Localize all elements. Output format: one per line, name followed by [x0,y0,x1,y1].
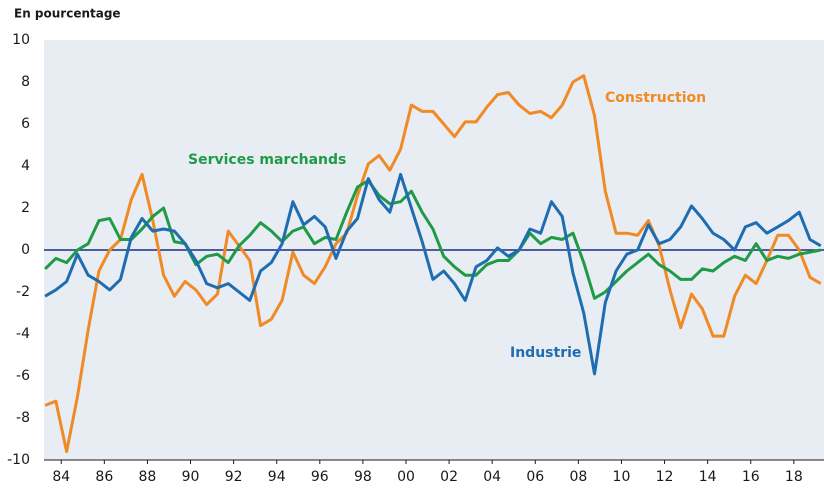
x-tick-label: 14 [699,469,717,485]
series-line [44,172,822,376]
x-tick-label: 86 [95,469,113,485]
x-tick-label: 98 [354,469,372,485]
x-tick-label: 88 [139,469,157,485]
x-tick-label: 10 [613,469,631,485]
x-tick-label: 18 [785,469,803,485]
x-tick-label: 92 [225,469,243,485]
y-tick-label: -6 [16,368,30,384]
y-tick-label: -2 [16,284,30,300]
x-tick-label: 90 [182,469,200,485]
x-tick-label: 84 [52,469,70,485]
x-tick-label: 02 [440,469,458,485]
x-tick-label: 04 [483,469,501,485]
y-tick-label: -10 [7,452,30,468]
x-tick-label: 12 [656,469,674,485]
x-tick-label: 08 [569,469,587,485]
series-line [44,179,822,300]
y-tick-label: 6 [21,116,30,132]
x-tick-label: 96 [311,469,329,485]
y-tick-label: 8 [21,74,30,90]
y-tick-label: 0 [21,242,30,258]
y-tick-label: 4 [21,158,30,174]
series-label: Construction [605,90,706,106]
series-line [44,74,822,454]
x-tick-label: 94 [268,469,286,485]
x-tick-label: 00 [397,469,415,485]
y-tick-label: 2 [21,200,30,216]
x-tick-label: 06 [526,469,544,485]
x-tick-label: 16 [742,469,760,485]
y-tick-label: -4 [16,326,30,342]
series-label: Services marchands [188,152,346,168]
series-label: Industrie [510,345,581,361]
y-axis-label: En pourcentage [14,7,121,21]
y-tick-label: -8 [16,410,30,426]
y-tick-label: 10 [12,32,30,48]
